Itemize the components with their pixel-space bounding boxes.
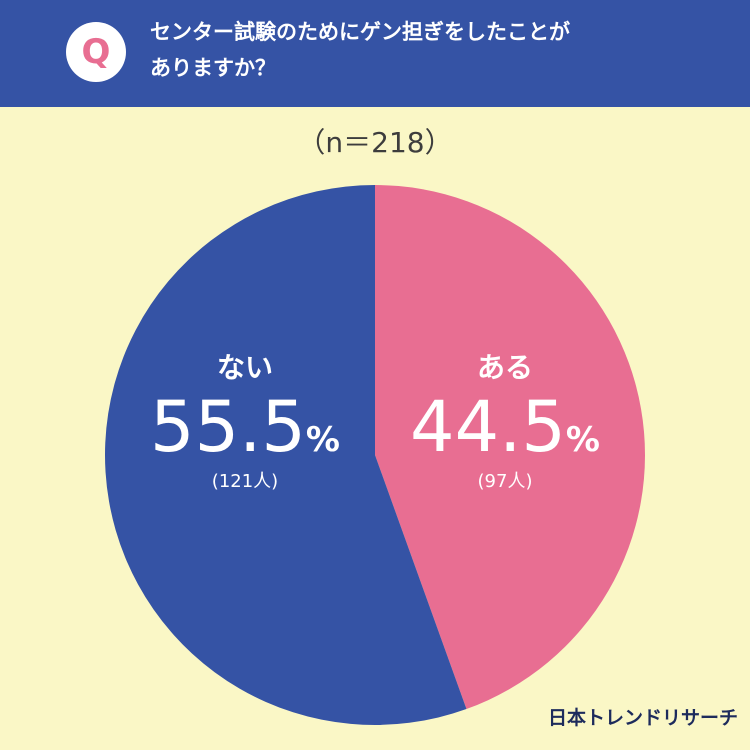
- brand-logo-text: 日本トレンドリサーチ: [548, 707, 739, 729]
- slice-label-nai: ない: [217, 351, 273, 384]
- question-line-1: センター試験のためにゲン担ぎをしたことが: [150, 20, 570, 44]
- pie-slice-ari: [375, 185, 645, 710]
- slice-percent-nai: 55.5%: [150, 386, 340, 468]
- slice-percent-ari: 44.5%: [410, 386, 600, 468]
- slice-count-ari: (97人): [478, 471, 533, 492]
- question-text: センター試験のためにゲン担ぎをしたことが ありますか？: [150, 14, 730, 86]
- pie-slice-nai: [104, 185, 467, 725]
- question-header: Q センター試験のためにゲン担ぎをしたことが ありますか？: [0, 0, 750, 107]
- question-line-2: ありますか？: [150, 56, 276, 80]
- sample-size: （n＝218）: [297, 126, 453, 159]
- q-badge: Q: [66, 22, 126, 82]
- slice-label-ari: ある: [477, 351, 533, 384]
- slice-count-nai: (121人): [212, 471, 278, 492]
